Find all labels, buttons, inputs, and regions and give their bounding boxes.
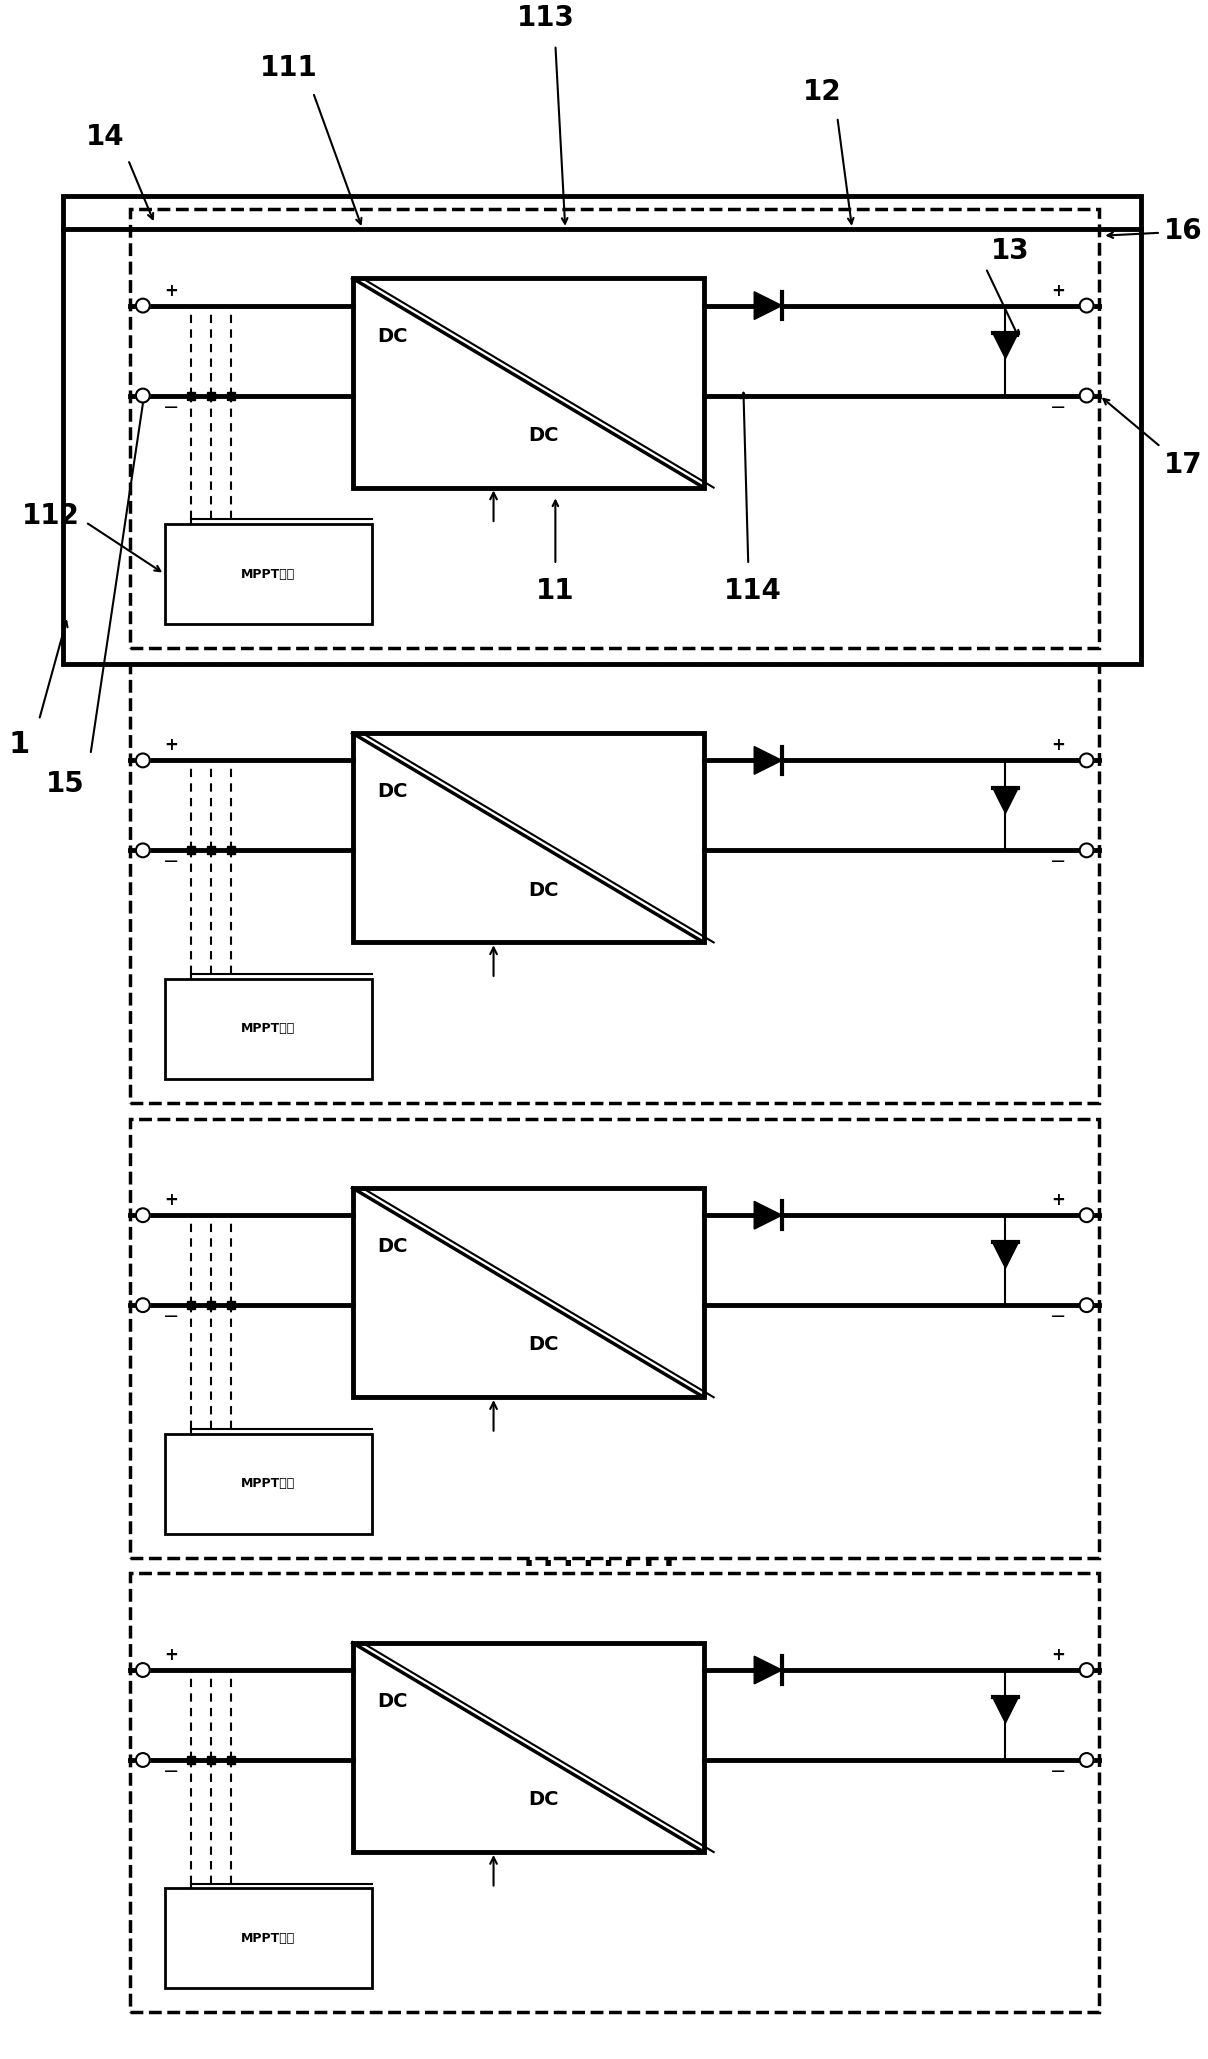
Text: MPPT控制: MPPT控制 bbox=[242, 1931, 296, 1946]
Circle shape bbox=[1080, 844, 1093, 857]
Polygon shape bbox=[993, 334, 1018, 358]
Polygon shape bbox=[993, 1242, 1018, 1268]
Text: 111: 111 bbox=[260, 54, 318, 82]
Text: 14: 14 bbox=[86, 124, 124, 150]
Text: +: + bbox=[164, 1645, 179, 1664]
Circle shape bbox=[1080, 299, 1093, 313]
Bar bbox=[207, 391, 215, 399]
Bar bbox=[130, 663, 1099, 1104]
Text: DC: DC bbox=[528, 1789, 558, 1810]
Bar bbox=[353, 1188, 704, 1398]
Text: ········: ········ bbox=[518, 1548, 679, 1581]
Text: DC: DC bbox=[528, 426, 558, 445]
Text: 1: 1 bbox=[8, 731, 30, 760]
Text: +: + bbox=[1051, 1192, 1065, 1209]
Bar bbox=[353, 733, 704, 943]
Text: DC: DC bbox=[377, 1237, 408, 1256]
Text: DC: DC bbox=[528, 881, 558, 900]
Circle shape bbox=[137, 1299, 150, 1312]
Text: DC: DC bbox=[377, 1692, 408, 1711]
Bar bbox=[207, 1301, 215, 1310]
Polygon shape bbox=[993, 1697, 1018, 1723]
Text: MPPT控制: MPPT控制 bbox=[242, 1023, 296, 1036]
Circle shape bbox=[1080, 389, 1093, 402]
Polygon shape bbox=[993, 789, 1018, 813]
Circle shape bbox=[137, 1209, 150, 1223]
Text: +: + bbox=[164, 282, 179, 301]
Circle shape bbox=[1080, 1752, 1093, 1767]
Polygon shape bbox=[754, 292, 782, 319]
Circle shape bbox=[137, 299, 150, 313]
Polygon shape bbox=[754, 747, 782, 774]
Text: 114: 114 bbox=[725, 577, 782, 605]
Bar bbox=[187, 1756, 196, 1765]
Text: −: − bbox=[163, 397, 180, 416]
Bar bbox=[164, 1433, 372, 1534]
Text: MPPT控制: MPPT控制 bbox=[242, 568, 296, 581]
Text: −: − bbox=[163, 1307, 180, 1326]
Bar bbox=[227, 846, 234, 854]
Circle shape bbox=[137, 844, 150, 857]
Text: 15: 15 bbox=[46, 770, 85, 799]
Text: −: − bbox=[1050, 852, 1067, 871]
Text: +: + bbox=[1051, 1645, 1065, 1664]
Text: +: + bbox=[1051, 282, 1065, 301]
Circle shape bbox=[137, 754, 150, 768]
Text: +: + bbox=[164, 737, 179, 754]
Text: 112: 112 bbox=[22, 502, 80, 529]
Circle shape bbox=[1080, 1299, 1093, 1312]
Bar bbox=[353, 1643, 704, 1851]
Bar bbox=[353, 278, 704, 488]
Circle shape bbox=[1080, 754, 1093, 768]
Text: 12: 12 bbox=[803, 78, 842, 107]
Bar bbox=[164, 978, 372, 1079]
Circle shape bbox=[1080, 1664, 1093, 1676]
Bar bbox=[130, 1118, 1099, 1557]
Bar bbox=[227, 391, 234, 399]
Polygon shape bbox=[754, 1655, 782, 1684]
Bar bbox=[130, 208, 1099, 649]
Text: DC: DC bbox=[528, 1336, 558, 1355]
Text: −: − bbox=[1050, 1307, 1067, 1326]
Text: +: + bbox=[164, 1192, 179, 1209]
Text: 16: 16 bbox=[1163, 216, 1202, 245]
Bar bbox=[63, 196, 1142, 663]
Bar bbox=[187, 1301, 196, 1310]
Circle shape bbox=[137, 389, 150, 402]
Bar bbox=[207, 1756, 215, 1765]
Circle shape bbox=[137, 1752, 150, 1767]
Text: MPPT控制: MPPT控制 bbox=[242, 1476, 296, 1491]
Bar bbox=[227, 1756, 234, 1765]
Bar bbox=[207, 846, 215, 854]
Text: −: − bbox=[1050, 1763, 1067, 1781]
Text: −: − bbox=[163, 1763, 180, 1781]
Text: 17: 17 bbox=[1163, 451, 1202, 480]
Bar bbox=[164, 1888, 372, 1989]
Circle shape bbox=[137, 1664, 150, 1676]
Text: −: − bbox=[1050, 397, 1067, 416]
Polygon shape bbox=[754, 1200, 782, 1229]
Bar bbox=[227, 1301, 234, 1310]
Bar bbox=[130, 1573, 1099, 2012]
Bar bbox=[164, 523, 372, 624]
Text: 113: 113 bbox=[517, 4, 575, 33]
Text: 13: 13 bbox=[991, 237, 1029, 266]
Text: +: + bbox=[1051, 737, 1065, 754]
Text: DC: DC bbox=[377, 327, 408, 346]
Bar bbox=[187, 391, 196, 399]
Text: −: − bbox=[163, 852, 180, 871]
Text: 11: 11 bbox=[536, 577, 575, 605]
Circle shape bbox=[1080, 1209, 1093, 1223]
Bar bbox=[187, 846, 196, 854]
Text: DC: DC bbox=[377, 782, 408, 801]
